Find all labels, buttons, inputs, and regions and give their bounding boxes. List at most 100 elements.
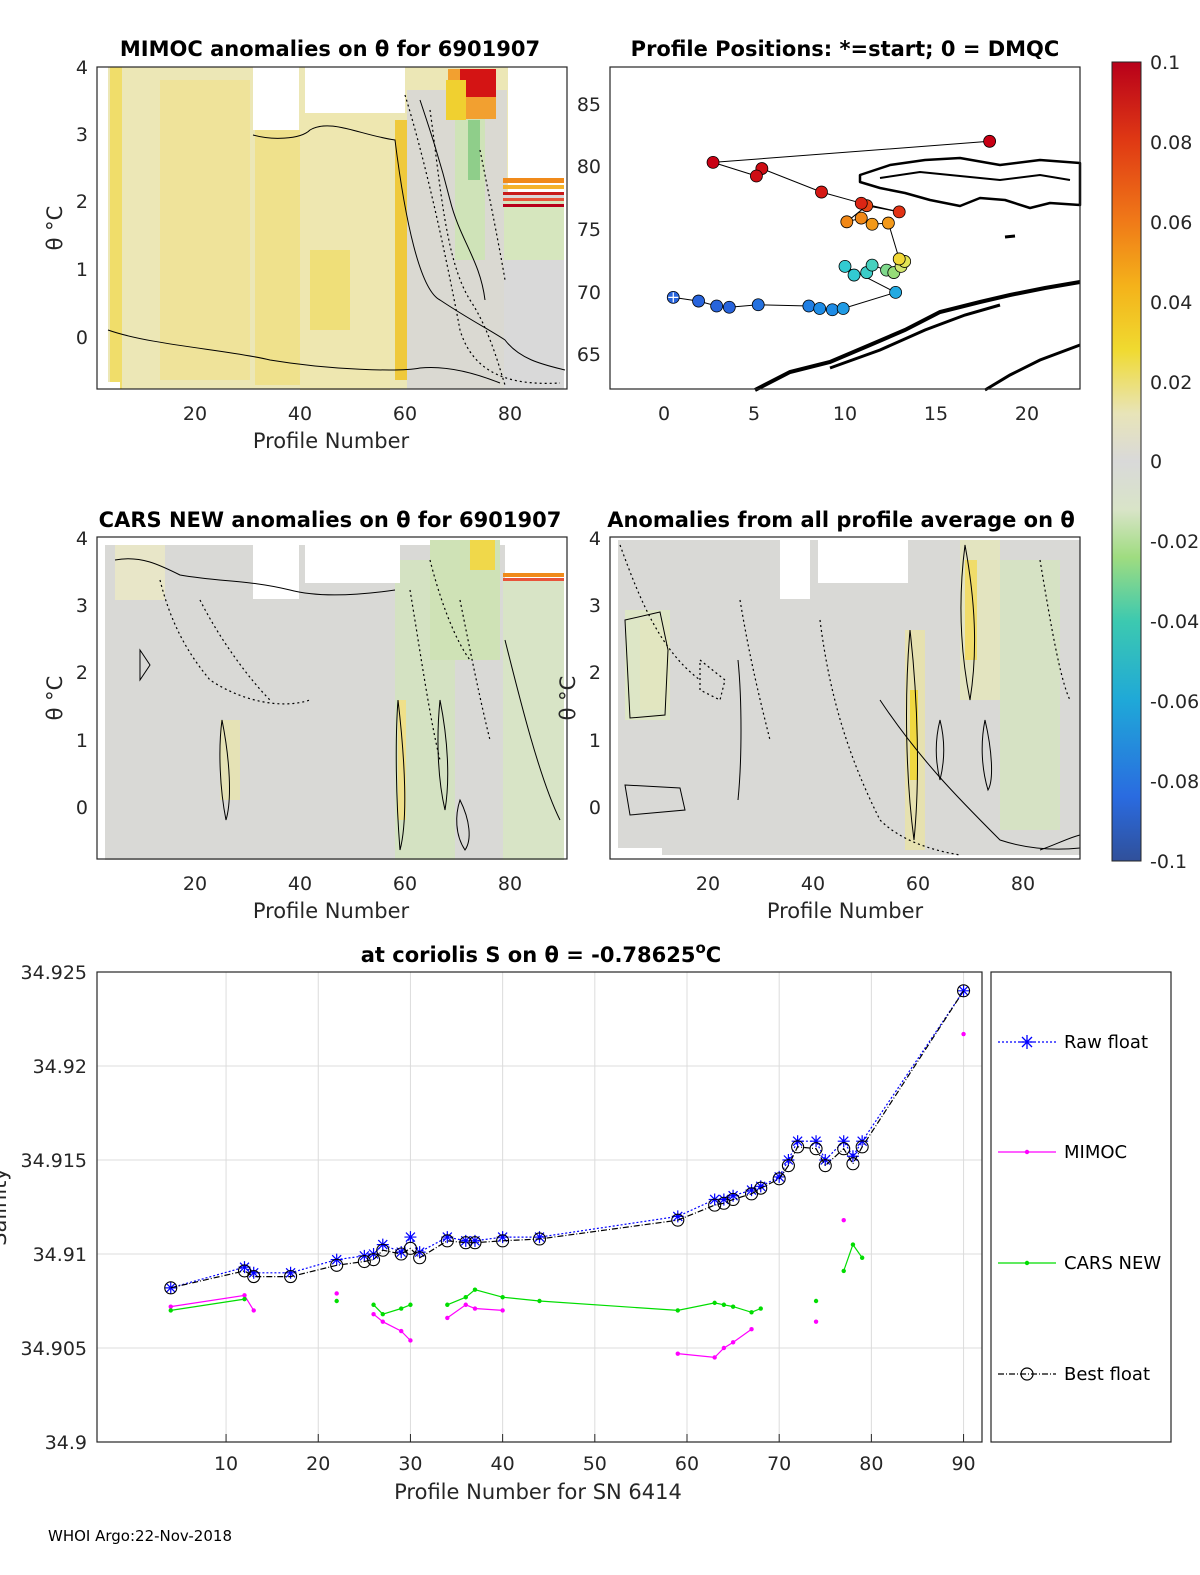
salinity-panel: at coriolis S on θ = -0.78625oC 10 20 30 40… xyxy=(0,939,1172,1504)
best-float-point xyxy=(754,1181,768,1195)
average-xtick: 20 xyxy=(696,873,720,895)
cars-xtick: 40 xyxy=(288,873,312,895)
colorbar-tick: 0.02 xyxy=(1150,372,1192,394)
position-marker xyxy=(722,300,736,314)
positions-axes xyxy=(609,66,1081,390)
average-xticks: 20 40 60 80 xyxy=(696,873,1035,895)
salinity-xtick: 40 xyxy=(491,1453,515,1475)
raw-float-point xyxy=(754,1180,767,1193)
mimoc-line xyxy=(373,1313,411,1341)
mimoc-ytick: 4 xyxy=(76,57,88,79)
position-marker xyxy=(815,185,828,199)
raw-float-point xyxy=(395,1246,408,1259)
cars-contours xyxy=(114,558,561,851)
mimoc-xtick: 40 xyxy=(288,403,312,425)
position-marker xyxy=(881,216,895,230)
cars-new-point xyxy=(408,1302,413,1307)
best-float-point xyxy=(717,1196,731,1210)
positions-xtick: 10 xyxy=(833,403,857,425)
legend-label: Raw float xyxy=(1064,1032,1148,1053)
positions-xtick: 5 xyxy=(748,403,760,425)
colorbar-gradient xyxy=(1111,61,1142,862)
dot-icon xyxy=(1024,1260,1030,1266)
raw-float-point xyxy=(247,1266,260,1279)
mimoc-point xyxy=(721,1345,727,1351)
best-float-point xyxy=(330,1258,344,1272)
best-float-point xyxy=(247,1270,261,1284)
average-field xyxy=(612,537,1080,858)
mimoc-point xyxy=(675,1351,680,1356)
salinity-yticks: 34.925 34.92 34.915 34.91 34.905 34.9 xyxy=(21,962,87,1454)
positions-xtick: 0 xyxy=(658,403,670,425)
average-ytick: 3 xyxy=(589,595,601,617)
colorbar-tick: 0.06 xyxy=(1150,212,1192,234)
cars-xtick: 20 xyxy=(183,873,207,895)
mimoc-ytick: 0 xyxy=(76,327,88,349)
position-marker xyxy=(865,258,879,272)
positions-xtick: 15 xyxy=(924,403,948,425)
mimoc-point xyxy=(813,1319,819,1324)
best-float-point xyxy=(403,1241,417,1255)
positions-xtick: 20 xyxy=(1015,403,1039,425)
legend-label: Best float xyxy=(1064,1364,1150,1385)
position-marker xyxy=(751,298,765,312)
salinity-xticks: 10 20 30 40 50 60 70 80 90 xyxy=(214,1453,976,1475)
position-marker xyxy=(710,299,724,313)
salinity-xlabel: Profile Number for SN 6414 xyxy=(394,1480,682,1504)
cars-new-point xyxy=(500,1295,505,1300)
cars-new-point xyxy=(537,1298,542,1304)
cars-xtick: 80 xyxy=(498,873,522,895)
legend-box xyxy=(990,971,1172,1443)
cars-ytick: 2 xyxy=(76,662,88,684)
mimoc-ytick: 2 xyxy=(76,191,88,213)
average-xtick: 80 xyxy=(1011,873,1035,895)
cars-field xyxy=(105,537,564,860)
colorbar-tick: -0.08 xyxy=(1150,771,1199,793)
legend-best-float: Best float xyxy=(998,1364,1150,1385)
average-xlabel: Profile Number xyxy=(767,899,924,923)
salinity-xtick: 70 xyxy=(767,1453,791,1475)
positions-ytick: 70 xyxy=(577,282,601,304)
cars-new-point xyxy=(813,1298,819,1304)
best-float-point xyxy=(781,1159,795,1173)
cars-xticks: 20 40 60 80 xyxy=(183,873,522,895)
salinity-ytick: 34.925 xyxy=(21,962,87,984)
dot-icon xyxy=(1024,1149,1030,1155)
cars-new-point xyxy=(712,1300,717,1306)
cars-axes xyxy=(96,536,568,860)
mimoc-point xyxy=(445,1315,450,1321)
colorbar-tick: -0.06 xyxy=(1150,691,1199,713)
best-float-point xyxy=(357,1254,371,1269)
positions-xticks: 0 5 10 15 20 xyxy=(658,403,1039,425)
mimoc-point xyxy=(712,1355,717,1360)
average-title: Anomalies from all profile average on θ xyxy=(607,508,1075,532)
average-ytick: 1 xyxy=(589,730,601,752)
raw-float-point xyxy=(441,1231,454,1244)
mimoc-point xyxy=(749,1327,754,1332)
cars-ytick: 4 xyxy=(76,528,88,550)
coastline-svalbard xyxy=(858,156,1082,239)
salinity-xtick: 60 xyxy=(675,1453,699,1475)
legend-mimoc: MIMOC xyxy=(998,1142,1127,1163)
positions-ytick: 75 xyxy=(577,219,601,241)
raw-float-point xyxy=(404,1231,417,1244)
cars-new-point xyxy=(242,1296,247,1302)
salinity-ylabel: Salinity xyxy=(0,1168,11,1246)
cars-xtick: 60 xyxy=(393,873,417,895)
cars-title: CARS NEW anomalies on θ for 6901907 xyxy=(99,508,562,532)
best-float-point xyxy=(440,1234,454,1248)
mimoc-field xyxy=(108,67,564,390)
mimoc-yticks: 4 3 2 1 0 xyxy=(76,57,88,349)
salinity-ytick: 34.92 xyxy=(33,1056,87,1078)
mimoc-contours xyxy=(107,94,566,386)
track-line xyxy=(673,140,990,311)
mimoc-xtick: 60 xyxy=(393,403,417,425)
salinity-grid xyxy=(97,971,982,1443)
position-marker xyxy=(692,294,705,308)
best-float-point xyxy=(846,1157,860,1171)
salinity-title-main: at coriolis S on θ = -0.78625 xyxy=(361,943,696,967)
position-marker xyxy=(983,134,997,148)
circle-icon xyxy=(1020,1367,1034,1381)
raw-float-point xyxy=(496,1231,509,1244)
